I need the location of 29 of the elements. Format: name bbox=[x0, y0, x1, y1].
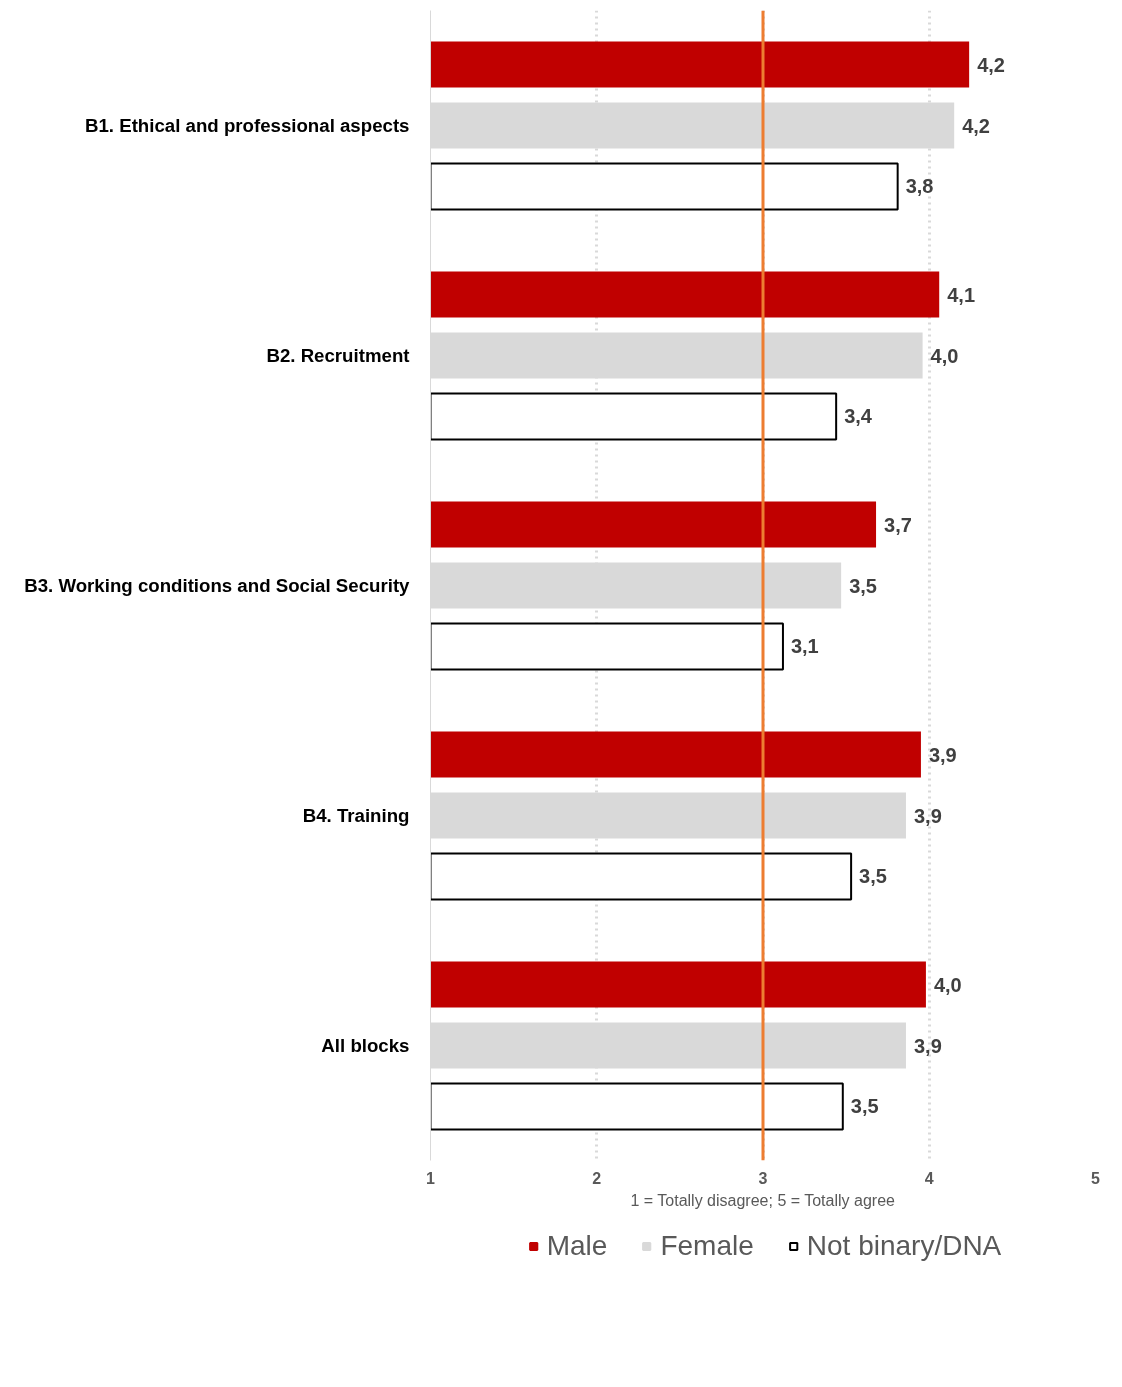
data-label: 3,9 bbox=[913, 804, 942, 827]
data-label: 4,2 bbox=[977, 53, 1005, 76]
x-tick-label: 3 bbox=[758, 1169, 768, 1187]
data-label: 4,1 bbox=[947, 283, 976, 306]
data-label: 3,5 bbox=[859, 865, 887, 888]
x-tick-label: 1 bbox=[426, 1169, 436, 1187]
data-label: 3,8 bbox=[905, 175, 934, 198]
legend-label: Not binary/DNA bbox=[806, 1230, 1002, 1262]
data-label: 3,5 bbox=[850, 1095, 879, 1118]
data-label: 3,7 bbox=[884, 513, 912, 536]
x-tick-label: 5 bbox=[1091, 1169, 1101, 1187]
x-tick-label: 4 bbox=[924, 1169, 934, 1187]
y-tick-label: B3. Working conditions and Social Security bbox=[24, 575, 411, 596]
x-tick-label: 2 bbox=[592, 1169, 602, 1187]
data-label: 3,1 bbox=[790, 635, 819, 658]
data-label: 4,0 bbox=[930, 344, 959, 367]
y-tick-label: All blocks bbox=[321, 1035, 410, 1056]
legend-label: Male bbox=[546, 1230, 608, 1262]
y-tick-label: B2. Recruitment bbox=[266, 345, 410, 366]
x-axis-title: 1 = Totally disagree; 5 = Totally agree bbox=[630, 1191, 896, 1209]
legend-label: Female bbox=[660, 1230, 754, 1262]
data-label: 3,9 bbox=[913, 1034, 942, 1057]
data-label: 3,9 bbox=[928, 743, 957, 766]
data-label: 4,2 bbox=[962, 114, 990, 137]
data-label: 4,0 bbox=[933, 973, 962, 996]
y-tick-label: B1. Ethical and professional aspects bbox=[84, 115, 410, 136]
data-label: 3,5 bbox=[849, 574, 877, 597]
data-label: 3,4 bbox=[844, 405, 873, 428]
y-tick-label: B4. Training bbox=[302, 805, 410, 826]
